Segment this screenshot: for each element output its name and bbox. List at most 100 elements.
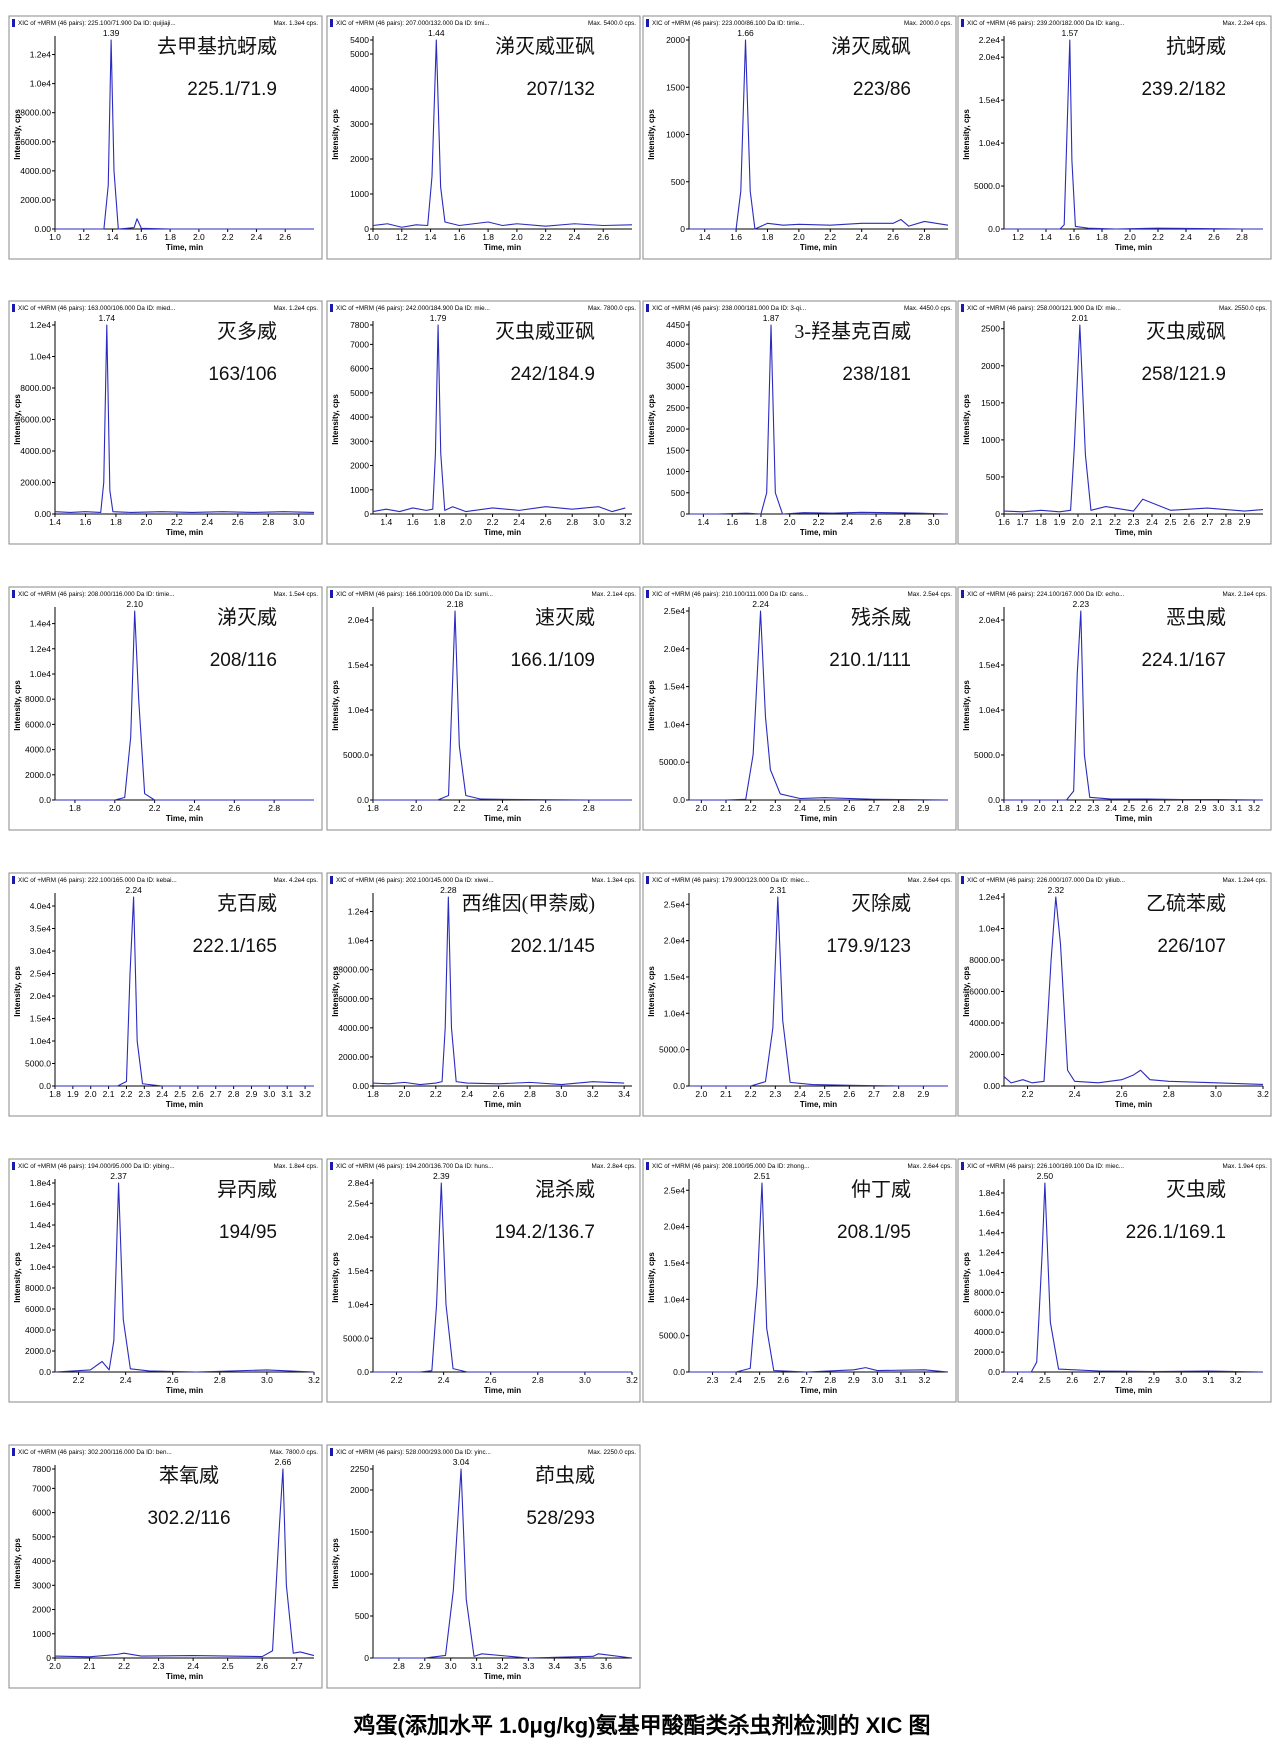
y-tick-label: 4000.00: [20, 166, 51, 176]
x-tick-label: 3.0: [555, 1089, 567, 1099]
panel-border: [957, 300, 1272, 545]
trace-line: [372, 324, 626, 513]
x-tick-label: 3.4: [548, 1661, 560, 1671]
y-tick-label: 4000: [32, 1556, 51, 1566]
chart-panel: XIC of +MRM (46 pairs): 202.100/145.000 …: [326, 872, 641, 1117]
x-axis-label: Time, min: [166, 243, 203, 252]
x-tick-label: 2.6: [1183, 517, 1195, 527]
x-tick-label: 2.0: [398, 1089, 410, 1099]
x-tick-label: 2.6: [279, 232, 291, 242]
compound-name: 涕灭威: [217, 606, 277, 629]
y-tick-label: 6000.0: [974, 1307, 1000, 1317]
x-tick-label: 2.2: [149, 803, 161, 813]
compound-name: 恶虫威: [1166, 606, 1226, 629]
transition: 224.1/167: [1141, 650, 1226, 671]
y-tick-label: 2000.00: [969, 1050, 1000, 1060]
header-right: Max. 2000.0 cps.: [904, 20, 952, 27]
compound-name: 灭除威: [851, 892, 911, 915]
x-tick-label: 3.3: [522, 1661, 534, 1671]
peak-label: 2.24: [752, 599, 769, 609]
x-axis-label: Time, min: [1115, 1100, 1152, 1109]
y-tick-label: 4000: [350, 84, 369, 94]
trace-line: [373, 1468, 633, 1659]
chart-panel: XIC of +MRM (46 pairs): 242.000/184.900 …: [326, 300, 641, 545]
y-axis-label: Intensity, cps: [13, 109, 22, 160]
x-tick-label: 2.2: [73, 1375, 85, 1385]
trace-line: [373, 610, 632, 801]
peak-label: 2.37: [110, 1171, 127, 1181]
x-tick-label: 2.5: [174, 1089, 186, 1099]
x-tick-label: 1.4: [49, 517, 61, 527]
x-tick-label: 1.6: [407, 517, 419, 527]
y-axis-label: Intensity, cps: [331, 394, 340, 445]
x-tick-label: 2.4: [1105, 803, 1117, 813]
y-tick-label: 0.0: [988, 1367, 1000, 1377]
panel-border: [957, 586, 1272, 831]
y-tick-label: 1.2e4: [30, 644, 52, 654]
transition: 242/184.9: [510, 364, 595, 385]
x-tick-label: 2.8: [824, 1375, 836, 1385]
header-icon: [12, 876, 15, 884]
chart-panel: XIC of +MRM (46 pairs): 528.000/293.000 …: [326, 1444, 641, 1689]
x-tick-label: 2.5: [754, 1375, 766, 1385]
trace-line: [689, 39, 949, 230]
y-tick-label: 2.0e4: [30, 991, 52, 1001]
y-tick-label: 2000: [350, 1485, 369, 1495]
x-tick-label: 3.2: [619, 517, 631, 527]
y-tick-label: 3500: [666, 360, 685, 370]
compound-name: 速灭威: [535, 606, 595, 629]
transition: 194/95: [219, 1222, 277, 1243]
header-icon: [961, 876, 964, 884]
header-icon: [646, 19, 649, 27]
y-axis-label: Intensity, cps: [331, 1252, 340, 1303]
chart-panel: XIC of +MRM (46 pairs): 179.900/123.000 …: [642, 872, 957, 1117]
x-tick-label: 3.2: [1248, 803, 1260, 813]
y-axis-label: Intensity, cps: [647, 1252, 656, 1303]
y-axis-label: Intensity, cps: [331, 680, 340, 731]
header-left: XIC of +MRM (46 pairs): 210.100/111.000 …: [652, 591, 808, 598]
x-axis-label: Time, min: [166, 528, 203, 537]
y-tick-label: 1000: [666, 130, 685, 140]
x-tick-label: 3.1: [1203, 1375, 1215, 1385]
y-tick-label: 2.5e4: [664, 899, 686, 909]
y-tick-label: 2000: [666, 424, 685, 434]
y-axis-label: Intensity, cps: [13, 1252, 22, 1303]
x-tick-label: 2.5: [1165, 517, 1177, 527]
panel-border: [8, 872, 323, 1117]
x-tick-label: 1.2: [1012, 232, 1024, 242]
y-tick-label: 3000: [350, 436, 369, 446]
x-tick-label: 3.2: [299, 1089, 311, 1099]
x-tick-label: 2.7: [210, 1089, 222, 1099]
x-axis-label: Time, min: [800, 1386, 837, 1395]
header-right: Max. 1.3e4 cps.: [592, 877, 637, 884]
header-icon: [646, 1162, 649, 1170]
x-tick-label: 2.2: [430, 1089, 442, 1099]
x-tick-label: 2.8: [1163, 1089, 1175, 1099]
header-right: Max. 2.6e4 cps.: [908, 1163, 953, 1170]
x-tick-label: 2.7: [1159, 803, 1171, 813]
x-tick-label: 2.9: [917, 803, 929, 813]
peak-label: 1.44: [428, 28, 445, 38]
x-tick-label: 3.5: [574, 1661, 586, 1671]
y-tick-label: 5000.0: [659, 757, 685, 767]
y-tick-label: 1.5e4: [348, 1266, 370, 1276]
y-tick-label: 2000: [350, 461, 369, 471]
y-tick-label: 1.8e4: [979, 1188, 1001, 1198]
x-axis-label: Time, min: [484, 243, 521, 252]
x-tick-label: 1.6: [453, 232, 465, 242]
y-tick-label: 8000.00: [20, 383, 51, 393]
x-tick-label: 1.8: [1096, 232, 1108, 242]
x-tick-label: 1.4: [697, 517, 709, 527]
x-tick-label: 2.9: [848, 1375, 860, 1385]
header-icon: [961, 19, 964, 27]
chart-panel: XIC of +MRM (46 pairs): 210.100/111.000 …: [642, 586, 957, 831]
x-tick-label: 2.6: [843, 803, 855, 813]
y-tick-label: 1000: [350, 485, 369, 495]
y-axis-label: Intensity, cps: [647, 966, 656, 1017]
y-tick-label: 1000: [350, 1569, 369, 1579]
header-icon: [330, 590, 333, 598]
y-tick-label: 7000: [350, 339, 369, 349]
x-tick-label: 2.3: [769, 1089, 781, 1099]
chart-panel: XIC of +MRM (46 pairs): 238.000/181.000 …: [642, 300, 957, 545]
x-tick-label: 2.0: [511, 232, 523, 242]
